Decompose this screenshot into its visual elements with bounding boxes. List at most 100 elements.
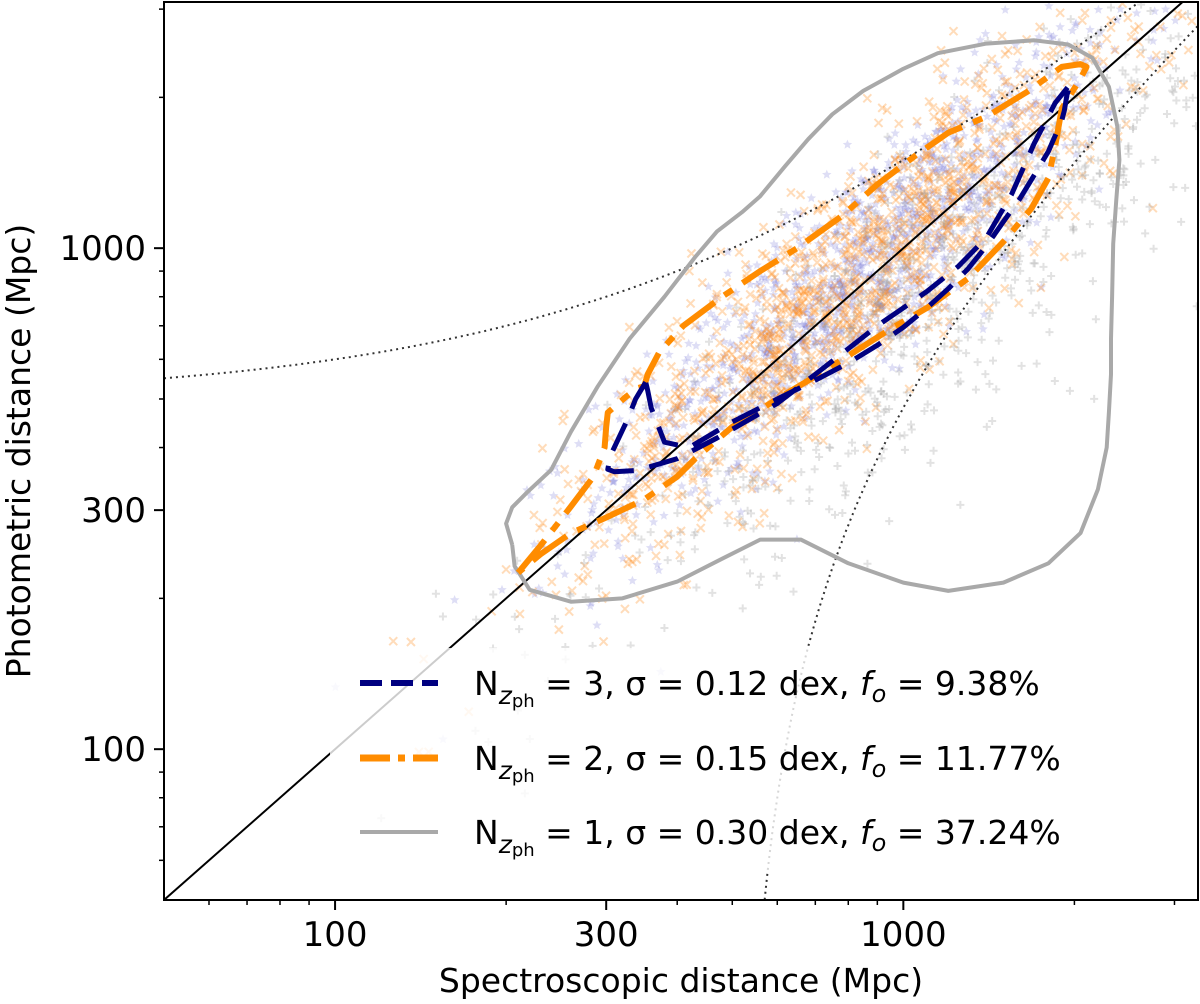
scatter-point xyxy=(779,450,789,460)
scatter-point xyxy=(777,375,787,386)
scatter-point xyxy=(762,296,772,307)
scatter-point xyxy=(796,209,806,218)
scatter-point xyxy=(821,313,832,323)
scatter-point xyxy=(821,318,831,328)
scatter-point xyxy=(745,353,755,363)
scatter-point xyxy=(1088,277,1097,286)
scatter-point xyxy=(707,409,718,420)
scatter-point xyxy=(741,365,751,376)
scatter-point xyxy=(882,219,893,229)
scatter-point xyxy=(886,248,896,258)
scatter-point xyxy=(921,202,932,213)
scatter-point xyxy=(779,331,790,341)
scatter-point xyxy=(646,436,657,446)
scatter-point xyxy=(906,173,917,183)
scatter-point xyxy=(861,233,872,243)
scatter-point xyxy=(777,438,788,449)
scatter-point xyxy=(964,203,974,213)
scatter-point xyxy=(851,318,861,328)
scatter-point xyxy=(1183,9,1192,18)
scatter-point xyxy=(812,445,821,454)
scatter-point xyxy=(888,300,898,311)
scatter-point xyxy=(901,190,912,200)
scatter-point xyxy=(756,392,766,402)
scatter-point xyxy=(826,443,835,452)
scatter-point xyxy=(845,276,856,287)
scatter-point xyxy=(832,225,842,235)
scatter-point xyxy=(818,417,827,426)
scatter-point xyxy=(768,388,779,398)
scatter-point xyxy=(927,166,938,177)
scatter-point xyxy=(738,374,748,384)
scatter-point xyxy=(736,431,746,441)
scatter-point xyxy=(760,272,770,282)
scatter-point xyxy=(937,243,948,253)
scatter-point xyxy=(875,278,886,288)
scatter-point xyxy=(712,289,722,299)
scatter-point xyxy=(944,167,954,177)
scatter-point xyxy=(764,330,774,341)
scatter-point xyxy=(868,273,879,283)
scatter-point xyxy=(971,385,980,394)
scatter-point xyxy=(919,154,929,164)
scatter-point xyxy=(1146,54,1156,63)
scatter-point xyxy=(449,595,460,604)
scatter-point xyxy=(949,187,960,198)
scatter-point xyxy=(1118,204,1127,213)
scatter-point xyxy=(985,214,996,224)
scatter-point xyxy=(838,320,849,330)
scatter-point xyxy=(924,380,933,389)
scatter-point xyxy=(989,180,999,190)
scatter-point xyxy=(889,233,899,243)
scatter-point xyxy=(793,367,803,377)
scatter-point xyxy=(807,269,818,279)
scatter-point xyxy=(931,127,942,137)
scatter-point xyxy=(855,297,866,308)
scatter-point xyxy=(555,495,565,505)
scatter-point xyxy=(902,256,912,266)
scatter-point xyxy=(928,102,938,113)
scatter-point xyxy=(618,509,629,519)
scatter-point xyxy=(771,345,782,356)
scatter-point xyxy=(785,263,795,274)
scatter-point xyxy=(1121,119,1131,129)
scatter-point xyxy=(660,623,669,632)
scatter-point xyxy=(642,497,653,508)
scatter-point xyxy=(925,177,935,187)
scatter-point xyxy=(1015,146,1025,157)
scatter-point xyxy=(863,205,874,215)
scatter-point xyxy=(970,214,980,225)
scatter-point xyxy=(1018,150,1028,160)
scatter-point xyxy=(564,606,574,617)
scatter-point xyxy=(766,319,776,329)
scatter-point xyxy=(939,141,949,150)
scatter-point xyxy=(737,441,747,451)
scatter-point xyxy=(923,194,934,204)
scatter-point xyxy=(817,339,827,349)
scatter-point xyxy=(899,184,909,194)
scatter-point xyxy=(712,374,723,384)
scatter-point xyxy=(1000,183,1010,193)
scatter-point xyxy=(866,202,876,212)
scatter-point xyxy=(1053,72,1064,82)
scatter-point xyxy=(763,341,773,351)
scatter-point xyxy=(510,612,519,621)
scatter-point xyxy=(873,303,884,313)
scatter-point xyxy=(561,544,572,554)
scatter-point xyxy=(836,290,846,300)
scatter-point xyxy=(882,258,893,268)
scatter-point xyxy=(909,276,920,286)
scatter-point xyxy=(771,407,781,418)
scatter-point xyxy=(969,47,980,57)
scatter-point xyxy=(820,303,830,312)
scatter-point xyxy=(847,256,857,266)
scatter-point xyxy=(846,224,856,234)
scatter-point xyxy=(910,191,921,201)
scatter-point xyxy=(699,373,709,383)
scatter-point xyxy=(675,400,685,410)
scatter-point xyxy=(870,308,881,318)
scatter-point xyxy=(597,483,607,493)
scatter-point xyxy=(853,256,864,266)
scatter-point xyxy=(988,416,997,425)
scatter-point xyxy=(631,430,641,441)
